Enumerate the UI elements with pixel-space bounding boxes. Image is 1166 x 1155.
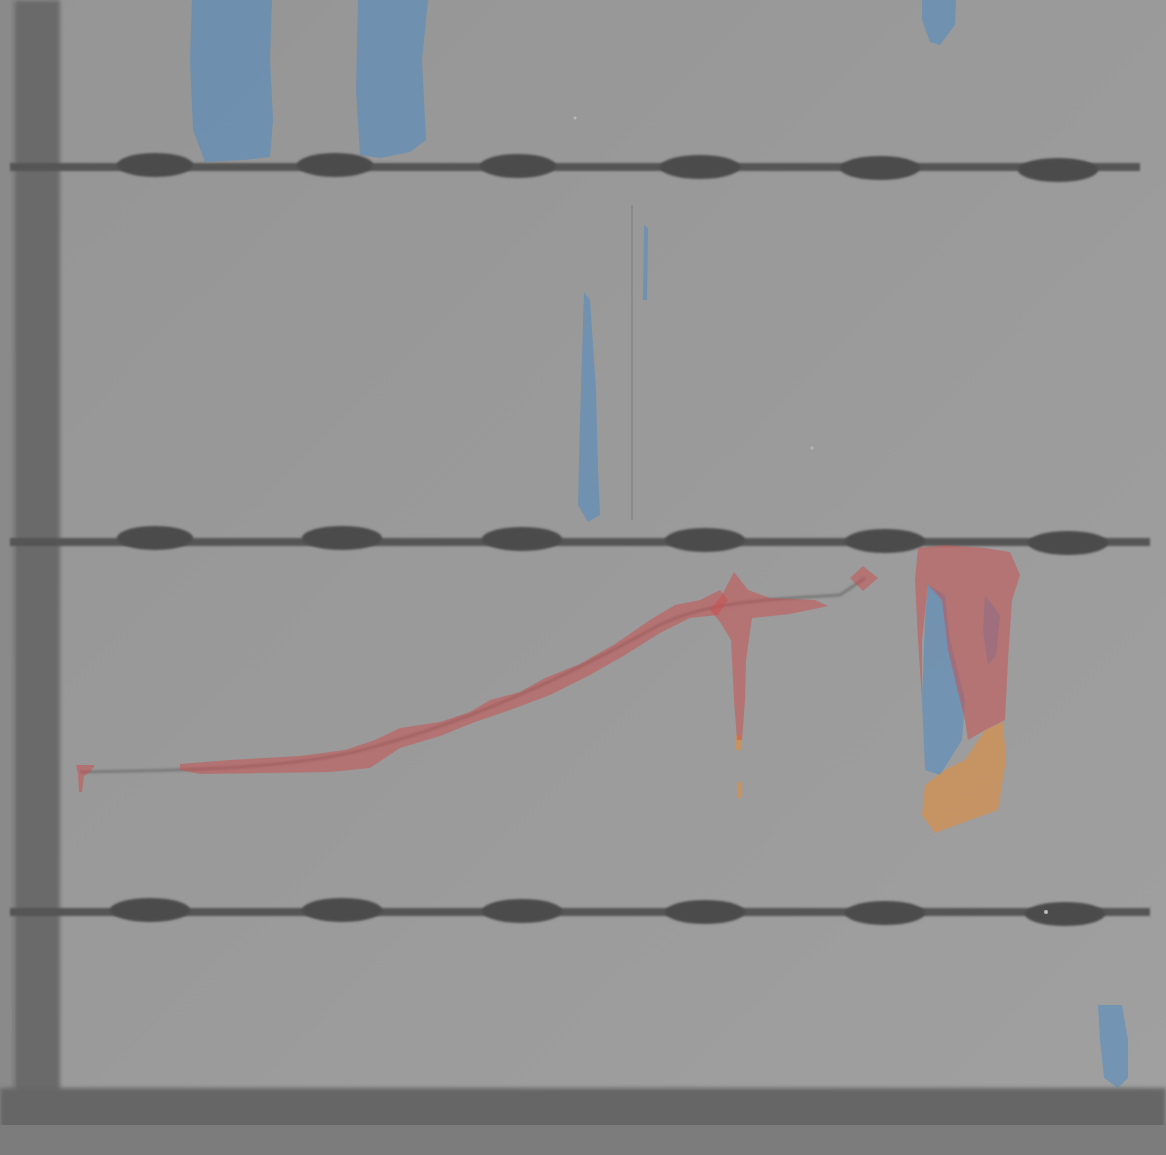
blue-region xyxy=(190,0,273,162)
blue-region xyxy=(922,0,956,45)
solder-pad xyxy=(1018,158,1098,182)
speckle xyxy=(573,116,577,120)
solder-pad xyxy=(302,526,382,550)
blue-region xyxy=(922,585,965,775)
speckles xyxy=(573,116,1048,914)
red-block xyxy=(915,545,1020,740)
solder-pad xyxy=(845,901,925,925)
solder-pad xyxy=(660,155,740,179)
red-spot xyxy=(76,765,95,792)
solder-pad xyxy=(302,898,382,922)
bottom-frame-strip xyxy=(0,1125,1166,1155)
solder-pad xyxy=(665,528,745,552)
orange-region xyxy=(737,782,741,798)
busbar-top xyxy=(10,163,1140,171)
orange-region xyxy=(922,722,1006,833)
solder-pad xyxy=(297,153,373,177)
solder-pad xyxy=(1025,902,1105,926)
solder-pad xyxy=(117,153,193,177)
busbars xyxy=(10,163,1150,916)
solder-pad xyxy=(110,898,190,922)
solder-pad xyxy=(840,156,920,180)
solder-pad xyxy=(845,529,925,553)
speckle xyxy=(810,446,814,450)
blue-region xyxy=(1098,1005,1128,1088)
solder-pad xyxy=(482,527,562,551)
blue-region xyxy=(356,0,428,158)
blue-region xyxy=(643,225,648,300)
solder-pad xyxy=(665,900,745,924)
solder-pad xyxy=(482,899,562,923)
busbar-middle xyxy=(10,538,1150,546)
speckle xyxy=(1044,910,1048,914)
left-frame xyxy=(14,0,60,1155)
left-frame-edge xyxy=(0,0,14,1155)
solder-pads xyxy=(110,153,1108,926)
busbar-bottom xyxy=(10,908,1150,916)
overlay-red xyxy=(76,545,1020,792)
solder-pad xyxy=(117,526,193,550)
red-cross xyxy=(710,572,828,740)
blue-region xyxy=(578,292,600,522)
solder-pad xyxy=(480,154,556,178)
red-diamond xyxy=(850,566,878,591)
solder-pad xyxy=(1028,531,1108,555)
red-crack-band xyxy=(180,590,728,774)
